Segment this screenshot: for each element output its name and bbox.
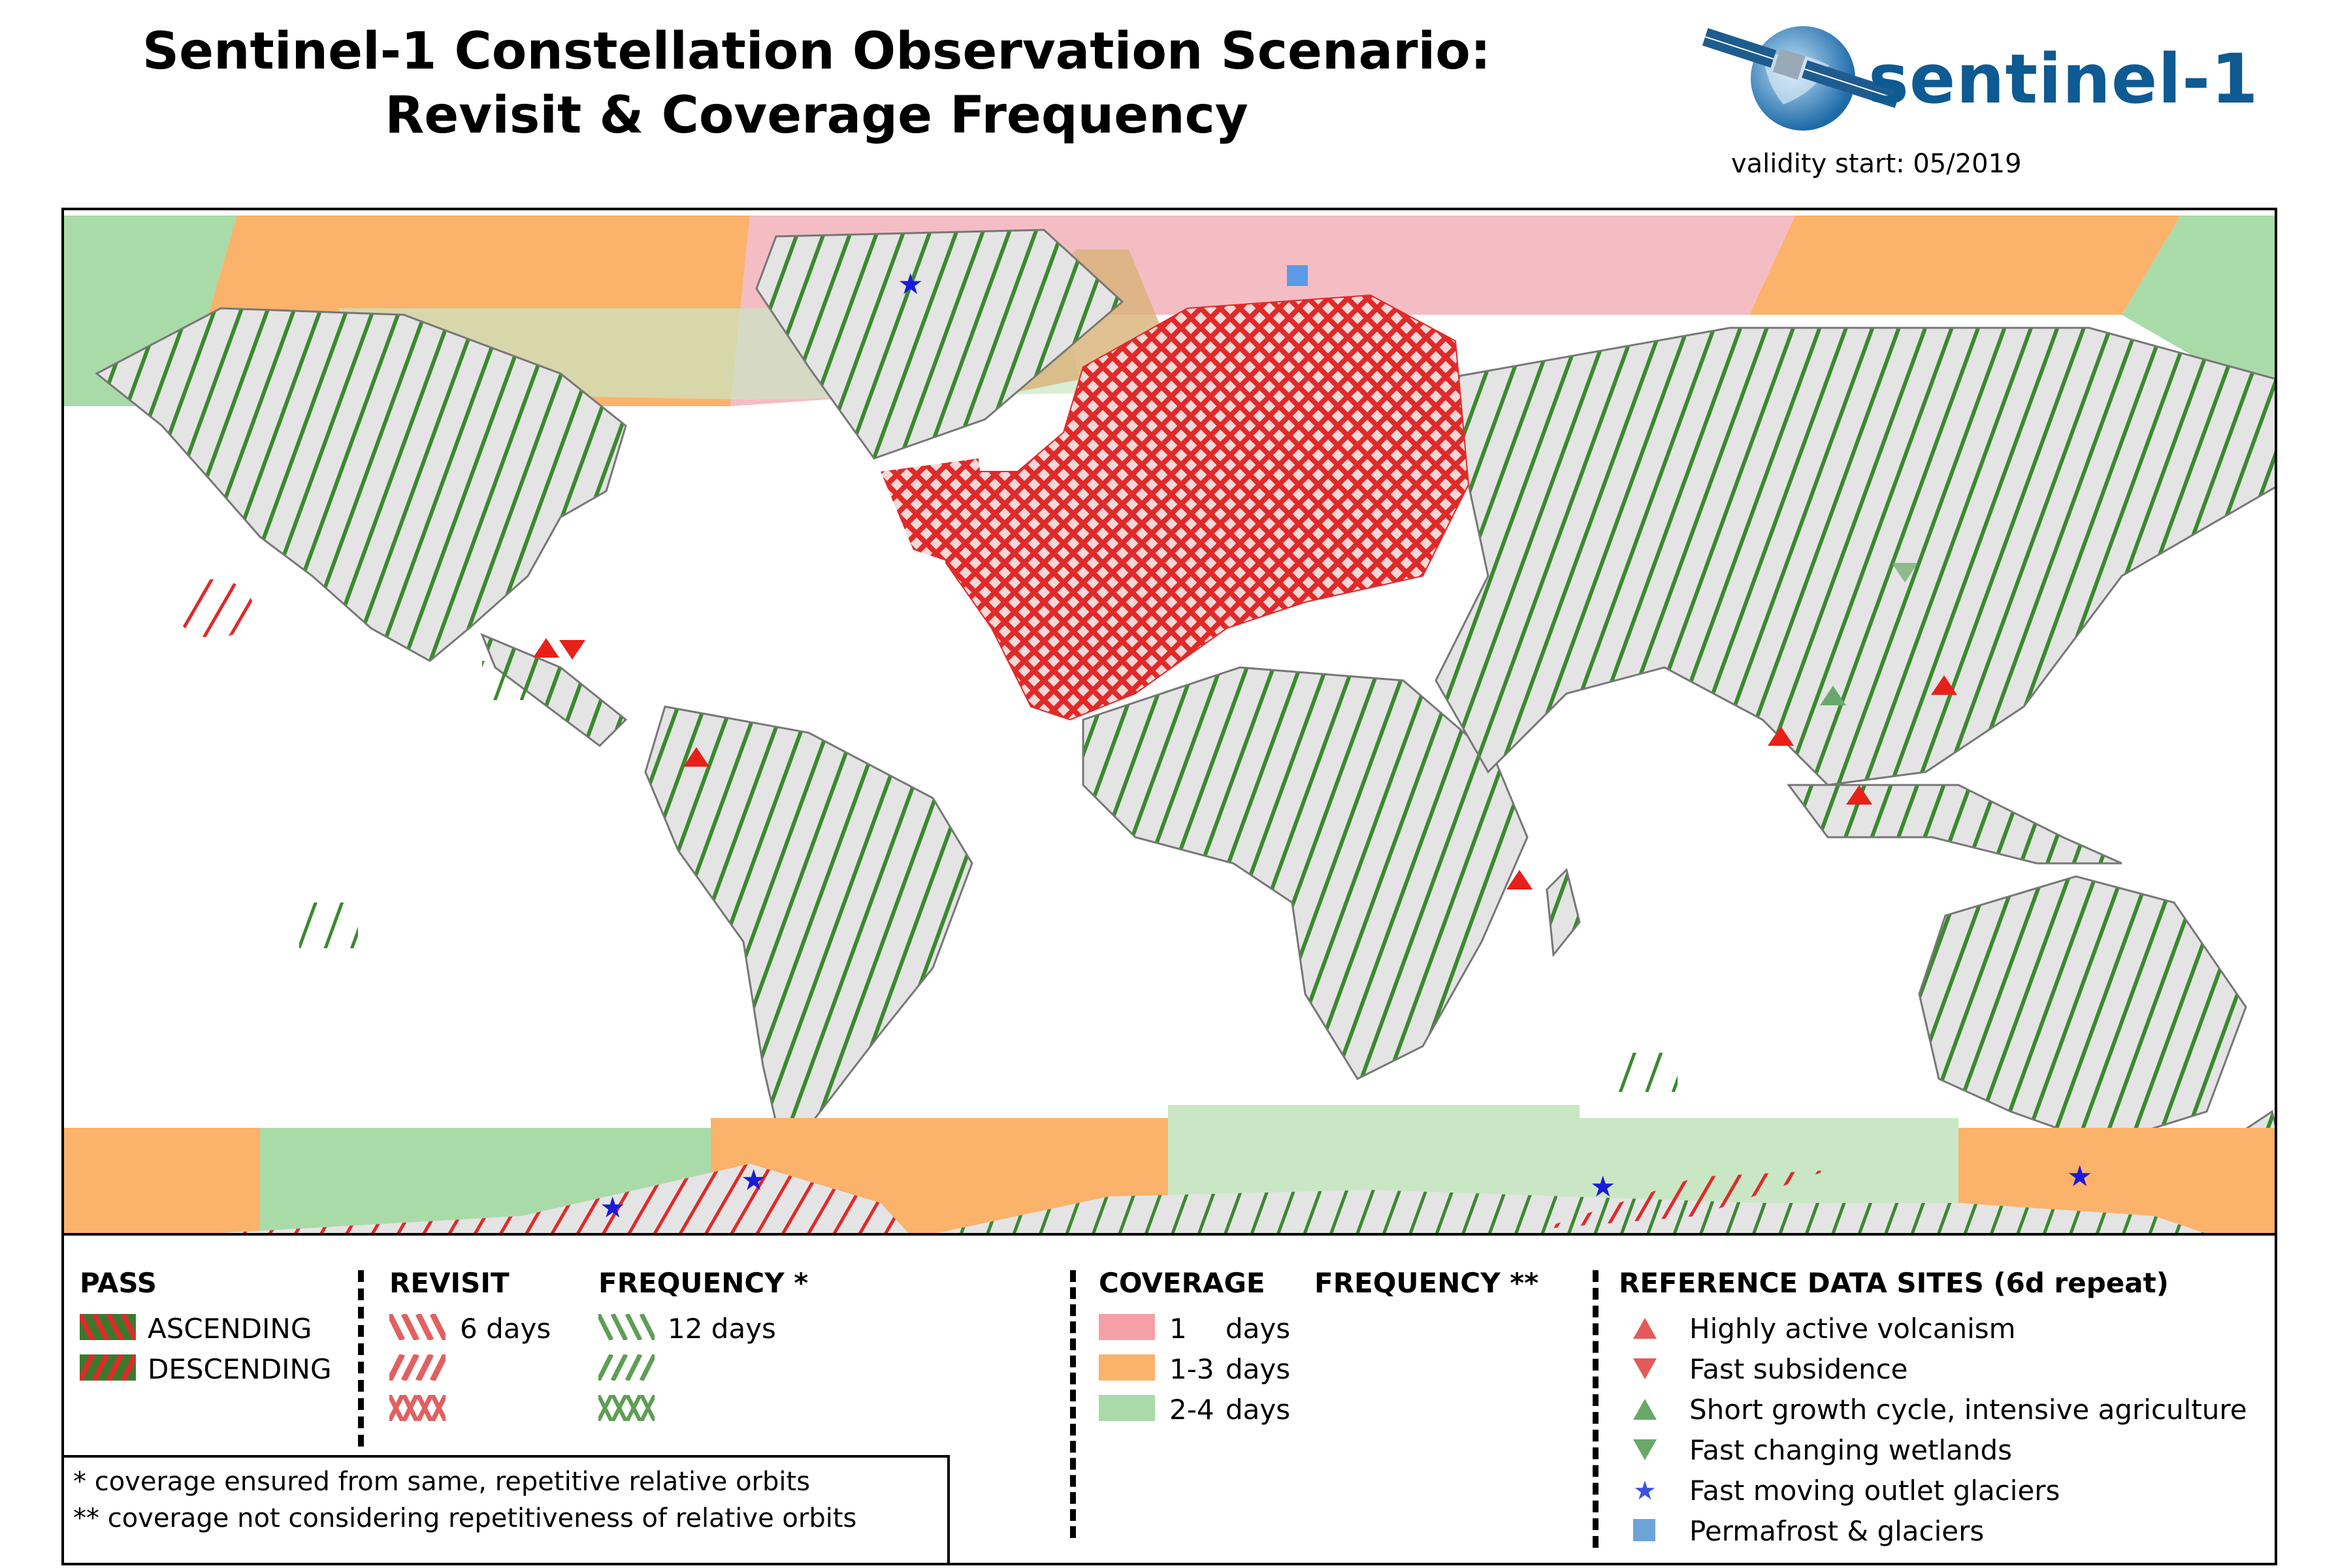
world-map: ★ ★ ★ ★ ★ bbox=[61, 208, 2277, 1236]
coverage-swatch-3 bbox=[1099, 1395, 1155, 1421]
validity-date: validity start: 05/2019 bbox=[1731, 149, 2022, 179]
glacier-marker: ★ bbox=[741, 1164, 766, 1197]
logo-text: sentinel-1 bbox=[1868, 39, 2259, 119]
coverage-swatch-2 bbox=[1099, 1354, 1155, 1381]
volcano-marker bbox=[683, 747, 709, 767]
notes-box bbox=[61, 1455, 950, 1565]
legend-coverage-heading: COVERAGE bbox=[1099, 1267, 1265, 1299]
ascending-swatch bbox=[80, 1314, 136, 1340]
europe-6-day-revisit bbox=[881, 294, 1470, 721]
legend-divider-1 bbox=[358, 1270, 364, 1447]
coverage-value-3: 2-4 bbox=[1169, 1394, 1214, 1426]
antarctic-east-revisit bbox=[1540, 1170, 1828, 1229]
glacier-marker: ★ bbox=[2067, 1160, 2092, 1193]
square-icon bbox=[1633, 1519, 1655, 1541]
asia bbox=[1435, 327, 2275, 786]
legend-frequency-heading: FREQUENCY * bbox=[598, 1267, 809, 1299]
coverage-value-1: 1 bbox=[1169, 1313, 1187, 1345]
reference-item-wetlands: Fast changing wetlands bbox=[1689, 1434, 2012, 1466]
south-america bbox=[644, 705, 973, 1153]
glacier-marker: ★ bbox=[898, 268, 923, 301]
legend-pass-heading: PASS bbox=[80, 1267, 157, 1299]
permafrost-marker bbox=[1287, 265, 1308, 286]
antarctica-land bbox=[937, 1190, 2205, 1233]
legend-reference-heading: REFERENCE DATA SITES (6d repeat) bbox=[1619, 1267, 2169, 1299]
north-america bbox=[95, 307, 627, 662]
iberia-revisit-area bbox=[881, 458, 992, 576]
svg-text:★: ★ bbox=[1633, 1477, 1657, 1503]
subsidence-marker bbox=[559, 640, 585, 660]
glacier-marker: ★ bbox=[1590, 1170, 1615, 1204]
hawaii-revisit-area bbox=[175, 579, 253, 638]
volcano-marker bbox=[1846, 785, 1872, 805]
map-canvas: ★ ★ ★ ★ ★ bbox=[64, 216, 2275, 1233]
greenland bbox=[755, 229, 1124, 460]
legend-descending-label: DESCENDING bbox=[148, 1353, 332, 1385]
triangle-up-icon bbox=[1633, 1318, 1657, 1339]
star-icon: ★ bbox=[1633, 1477, 1657, 1503]
reference-item-permafrost: Permafrost & glaciers bbox=[1689, 1515, 1985, 1547]
reference-item-volcanism: Highly active volcanism bbox=[1689, 1313, 2016, 1345]
triangle-up-icon bbox=[1633, 1399, 1657, 1420]
revisit-swatch-desc bbox=[389, 1314, 446, 1340]
reference-item-glaciers: Fast moving outlet glaciers bbox=[1689, 1475, 2060, 1507]
land-12-day-frequency bbox=[95, 229, 2275, 1192]
legend-ascending-label: ASCENDING bbox=[148, 1313, 312, 1345]
note-2: ** coverage not considering repetitivene… bbox=[73, 1503, 857, 1533]
title-line-1: Sentinel-1 Constellation Observation Sce… bbox=[142, 22, 1491, 81]
reference-markers: ★ ★ ★ ★ ★ bbox=[533, 265, 2092, 1224]
triangle-down-icon bbox=[1633, 1358, 1657, 1379]
agriculture-marker bbox=[1820, 686, 1846, 705]
coverage-unit-1: days bbox=[1226, 1313, 1291, 1345]
antarctic-orange-w bbox=[64, 1128, 260, 1233]
legend-panel bbox=[61, 1236, 2277, 1565]
legend-revisit-heading: REVISIT bbox=[389, 1267, 510, 1299]
legend-revisit-label: 6 days bbox=[460, 1313, 551, 1345]
volcano-marker bbox=[533, 638, 559, 658]
page-title: Sentinel-1 Constellation Observation Sce… bbox=[78, 20, 1555, 148]
legend-frequency-label: 12 days bbox=[668, 1313, 776, 1345]
antarctic-peninsula-revisit bbox=[221, 1164, 909, 1233]
coverage-band-orange-ne bbox=[1749, 216, 2181, 315]
africa bbox=[1082, 666, 1529, 1080]
title-line-2: Revisit & Coverage Frequency bbox=[385, 86, 1248, 145]
triangle-down-icon bbox=[1633, 1439, 1657, 1460]
madagascar bbox=[1546, 868, 1581, 957]
volcano-marker bbox=[1768, 726, 1794, 746]
legend-divider-3 bbox=[1593, 1270, 1599, 1548]
legend-coverage-heading-2: FREQUENCY ** bbox=[1314, 1267, 1539, 1299]
southeast-asia-islands bbox=[1787, 784, 2122, 865]
australia bbox=[1918, 875, 2247, 1145]
frequency-swatch-asc bbox=[598, 1354, 655, 1381]
coverage-band-green-ne bbox=[2122, 216, 2275, 404]
wetlands-marker bbox=[1892, 563, 1918, 583]
antarctic-coverage-bands bbox=[64, 1105, 2275, 1233]
descending-swatch bbox=[80, 1354, 136, 1381]
revisit-swatch-asc bbox=[389, 1354, 446, 1381]
revisit-swatch-cross bbox=[389, 1395, 446, 1421]
sentinel-1-logo bbox=[1702, 26, 1901, 131]
coverage-value-2: 1-3 bbox=[1169, 1353, 1214, 1385]
coverage-swatch-1 bbox=[1099, 1314, 1155, 1340]
coverage-unit-3: days bbox=[1226, 1394, 1291, 1426]
reference-item-subsidence: Fast subsidence bbox=[1689, 1353, 1908, 1385]
frequency-swatch-desc bbox=[598, 1314, 655, 1340]
legend-divider-2 bbox=[1070, 1270, 1076, 1538]
glacier-marker: ★ bbox=[600, 1191, 625, 1224]
volcano-marker bbox=[1931, 675, 1957, 695]
reference-item-agriculture: Short growth cycle, intensive agricultur… bbox=[1689, 1394, 2247, 1426]
note-1: * coverage ensured from same, repetitive… bbox=[73, 1467, 811, 1497]
volcano-marker bbox=[1506, 870, 1533, 889]
frequency-swatch-cross bbox=[598, 1395, 655, 1421]
coverage-unit-2: days bbox=[1226, 1353, 1291, 1385]
